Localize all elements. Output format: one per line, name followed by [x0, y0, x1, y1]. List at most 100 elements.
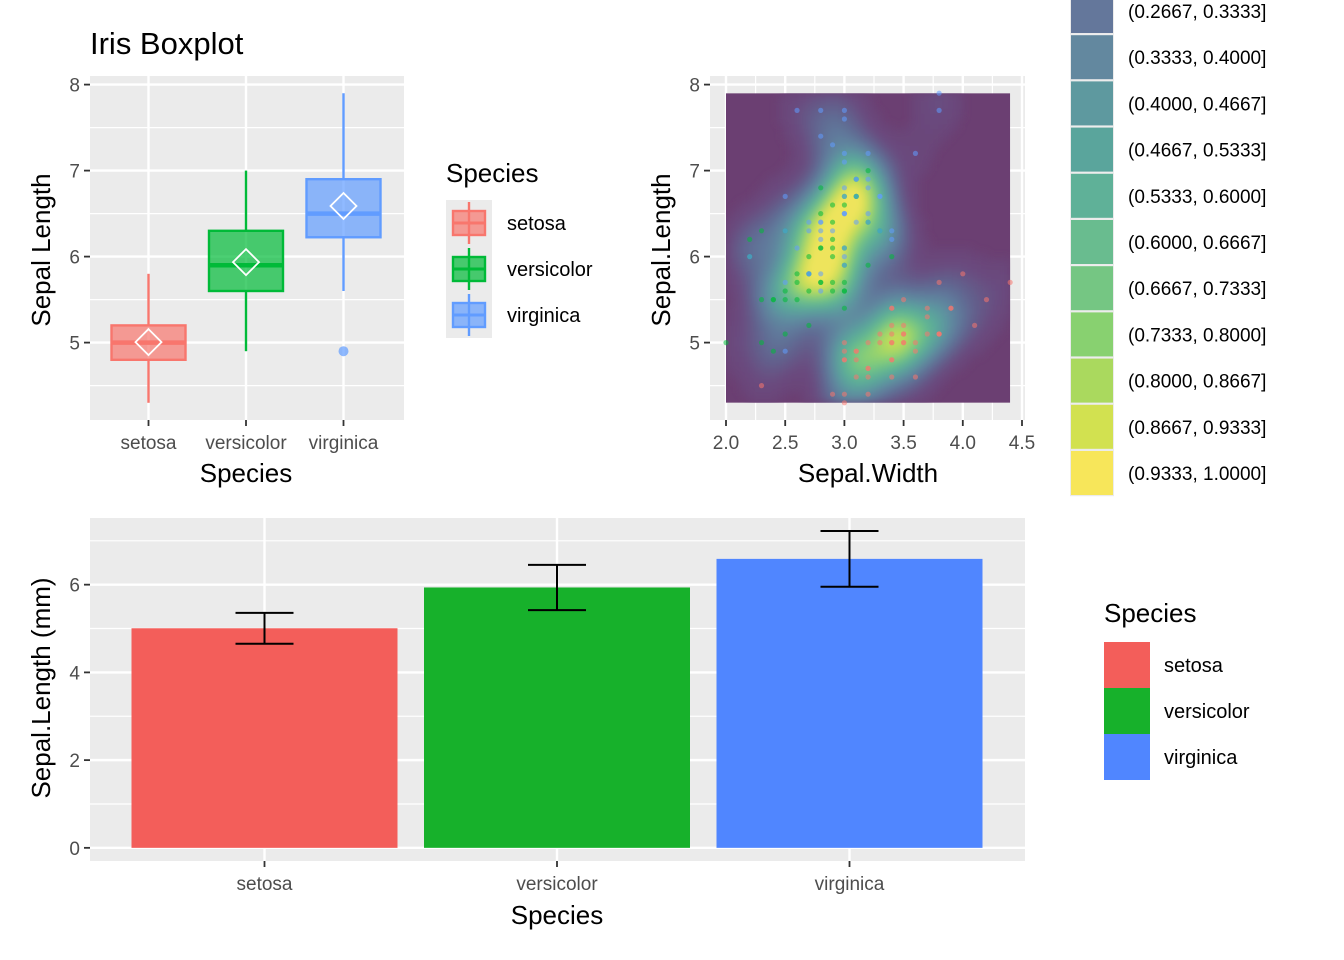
- scatter-point: [924, 305, 930, 311]
- legend-entry-virginica: virginica: [1104, 734, 1238, 780]
- x-tick-label: setosa: [237, 874, 293, 895]
- scatter-point: [782, 279, 788, 285]
- scatter-point: [936, 331, 942, 337]
- scatter-point: [924, 314, 930, 320]
- color-bin: (0.6000, 0.6667]: [1070, 219, 1266, 266]
- scatter-point: [747, 254, 753, 260]
- scatter-point: [865, 262, 871, 268]
- scatter-point: [853, 193, 859, 199]
- color-bin-label: (0.5333, 0.6000]: [1128, 187, 1266, 208]
- bar-rect: [424, 587, 690, 848]
- scatter-point: [841, 340, 848, 346]
- boxplot-y-axis-title: Sepal Length: [26, 173, 56, 326]
- color-swatch: [1071, 35, 1113, 80]
- scatter-point: [841, 348, 848, 354]
- scatter-point: [912, 374, 919, 380]
- scatter-point: [841, 279, 848, 285]
- box-virginica: [305, 93, 382, 357]
- color-bin: (0.5333, 0.6000]: [1070, 172, 1266, 219]
- color-bin-label: (0.4000, 0.4667]: [1128, 94, 1266, 115]
- box-setosa: [110, 273, 187, 403]
- scatter-point: [841, 288, 848, 294]
- scatter-point: [806, 322, 812, 328]
- outlier-point: [338, 346, 349, 357]
- scatter-point: [841, 185, 848, 191]
- scatter-point: [841, 357, 848, 363]
- scatter-point: [794, 279, 800, 285]
- scatter-point: [865, 150, 871, 156]
- scatter-point: [853, 374, 859, 380]
- scatter-point: [841, 391, 848, 397]
- scatter-point: [889, 305, 895, 311]
- boxplot-x-axis-title: Species: [200, 458, 293, 488]
- scatter-point: [782, 297, 788, 303]
- x-tick-label: setosa: [121, 433, 177, 454]
- x-tick-label: 4.5: [1009, 433, 1035, 454]
- color-bin-label: (0.6000, 0.6667]: [1128, 233, 1266, 254]
- legend-label: setosa: [1164, 655, 1224, 677]
- legend-entry-setosa: setosa: [1104, 642, 1224, 688]
- density-surface: [726, 93, 1011, 403]
- y-tick-label: 2: [69, 751, 80, 772]
- scatter-point: [829, 279, 836, 285]
- color-bin: (0.4667, 0.5333]: [1070, 126, 1266, 173]
- boxplot-title: Iris Boxplot: [90, 26, 244, 61]
- color-bin-label: (0.7333, 0.8000]: [1128, 325, 1266, 346]
- bar-chart: 0 2 4 6 setosa versicolor virginica Species S…: [26, 518, 1250, 930]
- scatter-point: [818, 219, 824, 225]
- scatter-point: [901, 340, 907, 346]
- scatter-point: [818, 133, 824, 139]
- points-virginica: [747, 90, 942, 354]
- scatter-point: [877, 331, 883, 337]
- color-swatch: [1071, 127, 1113, 172]
- x-tick-label: 3.5: [890, 433, 916, 454]
- scatter-point: [818, 211, 824, 217]
- density-x-ticks: 2.0 2.5 3.0 3.5 4.0 4.5: [713, 420, 1035, 454]
- scatter-point: [782, 228, 788, 234]
- color-bin-label: (0.2667, 0.3333]: [1128, 2, 1266, 23]
- scatter-point: [794, 297, 800, 303]
- scatter-point: [782, 331, 788, 337]
- scatter-point: [758, 383, 765, 389]
- scatter-point: [841, 245, 848, 251]
- box-body: [305, 177, 382, 239]
- color-bin-label: (0.4667, 0.5333]: [1128, 141, 1266, 162]
- scatter-point: [841, 211, 848, 217]
- y-tick-label: 8: [69, 76, 80, 97]
- scatter-point: [901, 322, 907, 328]
- legend-entry-versicolor: versicolor: [1104, 688, 1250, 734]
- color-bin: (0.2667, 0.3333]: [1070, 0, 1266, 35]
- scatter-point: [865, 185, 871, 191]
- scatter-point: [747, 236, 753, 242]
- mean-marker: [231, 247, 261, 277]
- scatter-point: [889, 374, 895, 380]
- x-tick-label: virginica: [309, 433, 379, 454]
- scatter-point: [818, 185, 824, 191]
- scatter-point: [841, 193, 848, 199]
- legend-label: versicolor: [1164, 701, 1250, 723]
- scatter-point: [901, 297, 907, 303]
- scatter-point: [770, 348, 776, 354]
- legend-label: virginica: [1164, 747, 1238, 769]
- color-bin: (0.7333, 0.8000]: [1070, 311, 1266, 358]
- scatter-point: [806, 228, 812, 234]
- legend-label: versicolor: [507, 259, 593, 281]
- box-versicolor: [207, 170, 285, 352]
- y-tick-label: 7: [69, 162, 80, 183]
- color-swatch: [1071, 451, 1113, 495]
- scatter-point: [889, 322, 895, 328]
- color-swatch: [1071, 173, 1113, 218]
- y-tick-label: 0: [69, 839, 80, 860]
- scatter-point: [782, 288, 788, 294]
- scatter-point: [794, 107, 800, 113]
- scatter-point: [829, 142, 836, 148]
- mean-marker: [329, 191, 358, 221]
- density-y-axis-title: Sepal.Length: [646, 173, 676, 326]
- scatter-point: [758, 228, 765, 234]
- scatter-point: [829, 391, 836, 397]
- scatter-point: [829, 202, 836, 208]
- scatter-point: [794, 245, 800, 251]
- bar-x-axis-title: Species: [511, 900, 604, 930]
- scatter-point: [841, 150, 848, 156]
- scatter-point: [723, 340, 729, 346]
